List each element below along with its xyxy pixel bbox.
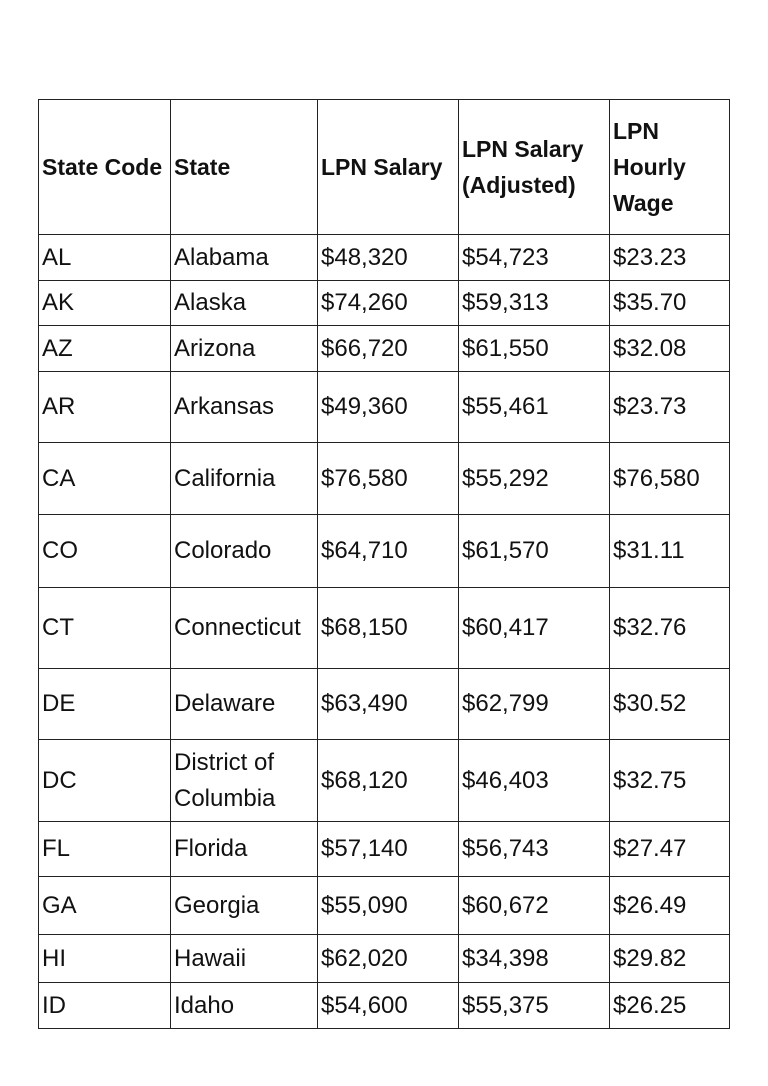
state-code-cell: AL	[38, 234, 171, 281]
table-body: AL Alabama $48,320 $54,723 $23.23 AK Ala…	[38, 234, 730, 1029]
lpn-hourly-wage-cell: $23.23	[609, 234, 730, 281]
lpn-salary-cell: $74,260	[317, 280, 459, 326]
lpn-salary-cell: $54,600	[317, 982, 459, 1029]
table-row: HI Hawaii $62,020 $34,398 $29.82	[38, 934, 730, 983]
lpn-hourly-wage-cell: $30.52	[609, 668, 730, 740]
lpn-salary-adjusted-cell: $55,461	[458, 371, 610, 443]
lpn-salary-cell: $64,710	[317, 514, 459, 588]
state-cell: California	[170, 442, 318, 515]
lpn-salary-adjusted-cell: $59,313	[458, 280, 610, 326]
table-row: AR Arkansas $49,360 $55,461 $23.73	[38, 371, 730, 443]
header-lpn-salary-adjusted-label: LPN Salary (Adjusted)	[462, 136, 584, 198]
state-cell: Hawaii	[170, 934, 318, 983]
table-row: AL Alabama $48,320 $54,723 $23.23	[38, 234, 730, 281]
lpn-hourly-wage-cell: $76,580	[609, 442, 730, 515]
state-code-cell: DE	[38, 668, 171, 740]
header-state-code: State Code	[38, 99, 171, 235]
lpn-salary-adjusted-cell: $34,398	[458, 934, 610, 983]
lpn-salary-cell: $68,120	[317, 739, 459, 822]
header-lpn-salary-label: LPN Salary	[321, 154, 443, 180]
lpn-salary-cell: $68,150	[317, 587, 459, 669]
lpn-salary-adjusted-cell: $54,723	[458, 234, 610, 281]
header-state-code-label: State Code	[42, 154, 163, 180]
state-code-cell: DC	[38, 739, 171, 822]
table-row: CT Connecticut $68,150 $60,417 $32.76	[38, 587, 730, 669]
lpn-hourly-wage-cell: $26.25	[609, 982, 730, 1029]
state-cell: Georgia	[170, 876, 318, 935]
header-row: State Code State LPN Salary LPN Salary (…	[38, 99, 730, 235]
state-code-cell: ID	[38, 982, 171, 1029]
header-state-label: State	[174, 154, 231, 180]
lpn-hourly-wage-cell: $31.11	[609, 514, 730, 588]
state-cell: Colorado	[170, 514, 318, 588]
lpn-salary-adjusted-cell: $60,672	[458, 876, 610, 935]
header-lpn-salary: LPN Salary	[317, 99, 459, 235]
lpn-salary-cell: $76,580	[317, 442, 459, 515]
lpn-hourly-wage-cell: $26.49	[609, 876, 730, 935]
state-cell: District of Columbia	[170, 739, 318, 822]
lpn-salary-adjusted-cell: $60,417	[458, 587, 610, 669]
lpn-salary-cell: $63,490	[317, 668, 459, 740]
header-lpn-hourly-wage-label: LPN Hourly Wage	[613, 118, 686, 216]
state-cell: Arkansas	[170, 371, 318, 443]
state-code-cell: FL	[38, 821, 171, 877]
state-code-cell: HI	[38, 934, 171, 983]
table-row: DC District of Columbia $68,120 $46,403 …	[38, 739, 730, 822]
lpn-hourly-wage-cell: $32.08	[609, 325, 730, 372]
lpn-salary-cell: $55,090	[317, 876, 459, 935]
lpn-hourly-wage-cell: $32.75	[609, 739, 730, 822]
header-lpn-hourly-wage: LPN Hourly Wage	[609, 99, 730, 235]
lpn-hourly-wage-cell: $29.82	[609, 934, 730, 983]
lpn-salary-adjusted-cell: $55,375	[458, 982, 610, 1029]
state-code-cell: AZ	[38, 325, 171, 372]
lpn-salary-cell: $49,360	[317, 371, 459, 443]
table-row: DE Delaware $63,490 $62,799 $30.52	[38, 668, 730, 740]
lpn-hourly-wage-cell: $35.70	[609, 280, 730, 326]
state-cell: Connecticut	[170, 587, 318, 669]
lpn-salary-adjusted-cell: $61,570	[458, 514, 610, 588]
state-cell: Florida	[170, 821, 318, 877]
lpn-hourly-wage-cell: $32.76	[609, 587, 730, 669]
lpn-salary-adjusted-cell: $62,799	[458, 668, 610, 740]
table-row: CO Colorado $64,710 $61,570 $31.11	[38, 514, 730, 588]
state-code-cell: AK	[38, 280, 171, 326]
table-row: AZ Arizona $66,720 $61,550 $32.08	[38, 325, 730, 372]
lpn-salary-cell: $66,720	[317, 325, 459, 372]
lpn-hourly-wage-cell: $27.47	[609, 821, 730, 877]
state-code-cell: CT	[38, 587, 171, 669]
lpn-salary-cell: $48,320	[317, 234, 459, 281]
table-header: State Code State LPN Salary LPN Salary (…	[38, 99, 730, 235]
state-cell: Idaho	[170, 982, 318, 1029]
lpn-salary-adjusted-cell: $46,403	[458, 739, 610, 822]
lpn-salary-adjusted-cell: $55,292	[458, 442, 610, 515]
state-code-cell: CO	[38, 514, 171, 588]
state-code-cell: CA	[38, 442, 171, 515]
state-code-cell: AR	[38, 371, 171, 443]
lpn-salary-adjusted-cell: $61,550	[458, 325, 610, 372]
table-row: GA Georgia $55,090 $60,672 $26.49	[38, 876, 730, 935]
state-cell: Arizona	[170, 325, 318, 372]
lpn-salary-cell: $57,140	[317, 821, 459, 877]
header-lpn-salary-adjusted: LPN Salary (Adjusted)	[458, 99, 610, 235]
state-code-cell: GA	[38, 876, 171, 935]
state-cell: Alabama	[170, 234, 318, 281]
state-cell: Delaware	[170, 668, 318, 740]
table-row: CA California $76,580 $55,292 $76,580	[38, 442, 730, 515]
state-cell: Alaska	[170, 280, 318, 326]
lpn-salary-cell: $62,020	[317, 934, 459, 983]
lpn-salary-table: State Code State LPN Salary LPN Salary (…	[38, 99, 730, 1029]
lpn-hourly-wage-cell: $23.73	[609, 371, 730, 443]
table-row: ID Idaho $54,600 $55,375 $26.25	[38, 982, 730, 1029]
lpn-salary-adjusted-cell: $56,743	[458, 821, 610, 877]
table-row: AK Alaska $74,260 $59,313 $35.70	[38, 280, 730, 326]
table-row: FL Florida $57,140 $56,743 $27.47	[38, 821, 730, 877]
header-state: State	[170, 99, 318, 235]
